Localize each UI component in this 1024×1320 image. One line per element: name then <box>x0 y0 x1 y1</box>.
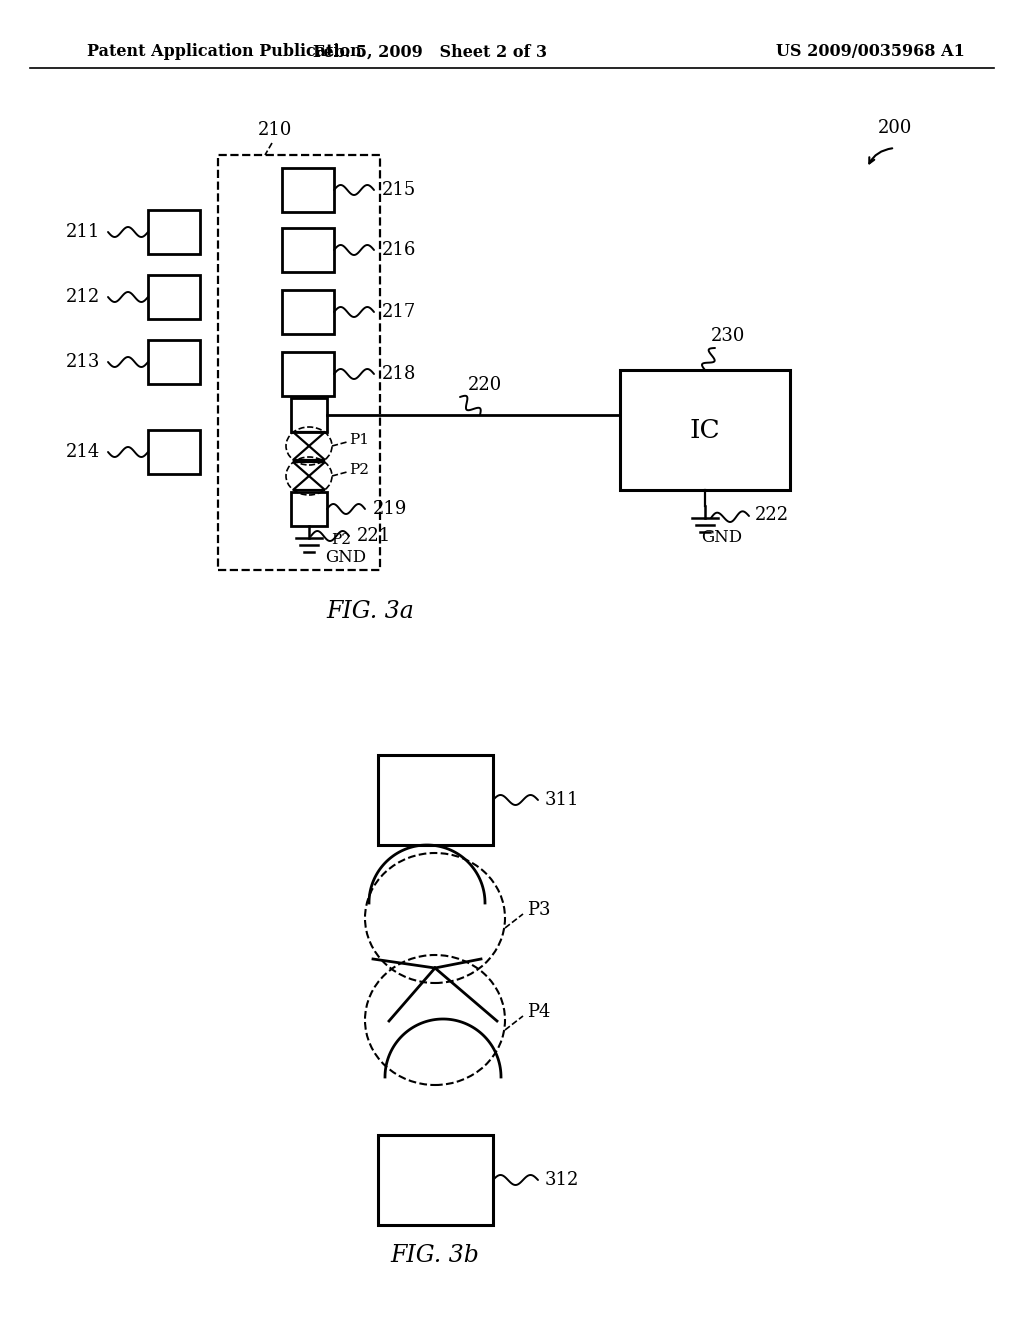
Bar <box>148 430 200 474</box>
Bar <box>378 755 493 845</box>
Text: 211: 211 <box>66 223 100 242</box>
Bar <box>378 1135 493 1225</box>
Bar <box>282 168 334 213</box>
Text: 214: 214 <box>66 444 100 461</box>
Text: 212: 212 <box>66 288 100 306</box>
Bar <box>148 275 200 319</box>
Text: GND: GND <box>701 528 742 545</box>
Bar <box>148 210 200 253</box>
Text: FIG. 3a: FIG. 3a <box>326 601 414 623</box>
Text: 219: 219 <box>373 500 408 517</box>
Text: P2: P2 <box>331 533 351 546</box>
Text: P2: P2 <box>349 463 369 477</box>
Text: Patent Application Publication: Patent Application Publication <box>87 44 361 61</box>
Text: P1: P1 <box>349 433 369 447</box>
Text: 200: 200 <box>878 119 912 137</box>
Text: 221: 221 <box>357 527 391 545</box>
Text: P4: P4 <box>527 1003 550 1020</box>
Text: P3: P3 <box>527 902 551 919</box>
Bar <box>218 154 380 570</box>
Bar <box>282 228 334 272</box>
Text: 217: 217 <box>382 304 416 321</box>
Text: 215: 215 <box>382 181 416 199</box>
Bar <box>282 290 334 334</box>
Text: 216: 216 <box>382 242 417 259</box>
Text: 213: 213 <box>66 352 100 371</box>
Text: US 2009/0035968 A1: US 2009/0035968 A1 <box>775 44 965 61</box>
Bar <box>148 341 200 384</box>
Text: FIG. 3b: FIG. 3b <box>390 1243 479 1266</box>
Text: 220: 220 <box>468 376 502 393</box>
Text: IC: IC <box>690 417 720 442</box>
Bar <box>291 399 327 432</box>
Bar <box>291 492 327 525</box>
Text: 222: 222 <box>755 506 790 524</box>
Text: Feb. 5, 2009   Sheet 2 of 3: Feb. 5, 2009 Sheet 2 of 3 <box>313 44 547 61</box>
Text: 230: 230 <box>711 327 745 345</box>
Text: 312: 312 <box>545 1171 580 1189</box>
Text: GND: GND <box>325 549 367 565</box>
Text: 210: 210 <box>258 121 293 139</box>
Bar <box>620 370 790 490</box>
Text: 311: 311 <box>545 791 580 809</box>
Text: 218: 218 <box>382 366 417 383</box>
Bar <box>282 352 334 396</box>
